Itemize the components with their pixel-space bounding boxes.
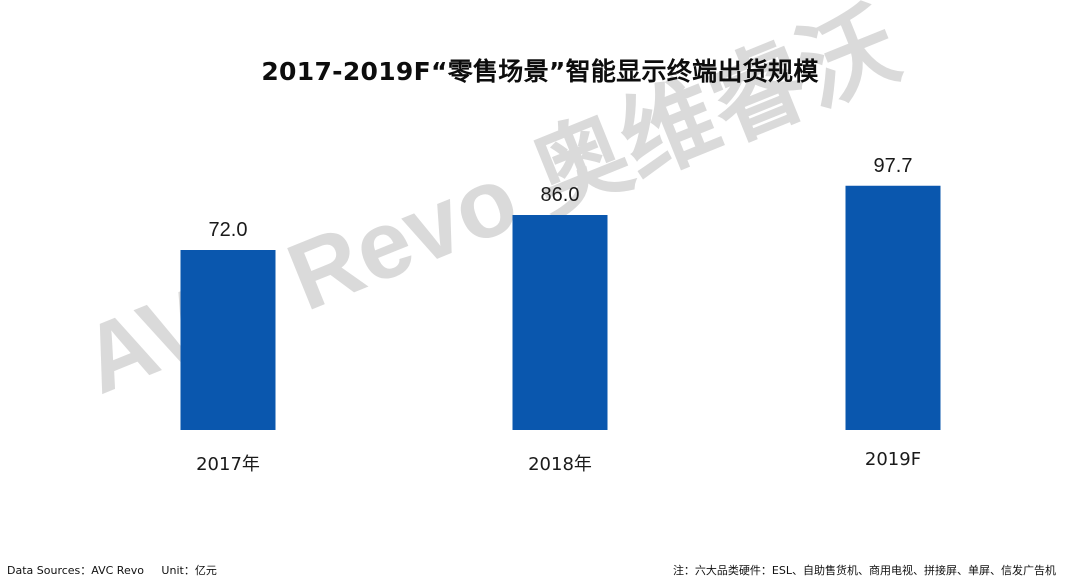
category-footnote: 注：六大品类硬件：ESL、自助售货机、商用电视、拼接屏、单屏、信发广告机 [672,564,1056,577]
value-label-2: 86.0 [541,184,580,206]
value-labels-layer: 72.0 86.0 97.7 [209,155,913,241]
category-label-3: 2019F [865,449,921,470]
bar-2 [512,215,608,430]
value-label-1: 72.0 [209,219,248,241]
category-label-1: 2017年 [196,454,260,475]
bars-layer [180,185,941,430]
data-source-note: Data Sources：AVC Revo Unit：亿元 [7,564,217,577]
value-label-3: 97.7 [874,155,913,177]
chart-title: 2017-2019F“零售场景”智能显示终端出货规模 [261,57,819,86]
category-label-2: 2018年 [528,454,592,475]
category-labels-layer: 2017年 2018年 2019F [196,449,921,475]
bar-1 [180,250,276,430]
bar-3 [845,185,941,430]
